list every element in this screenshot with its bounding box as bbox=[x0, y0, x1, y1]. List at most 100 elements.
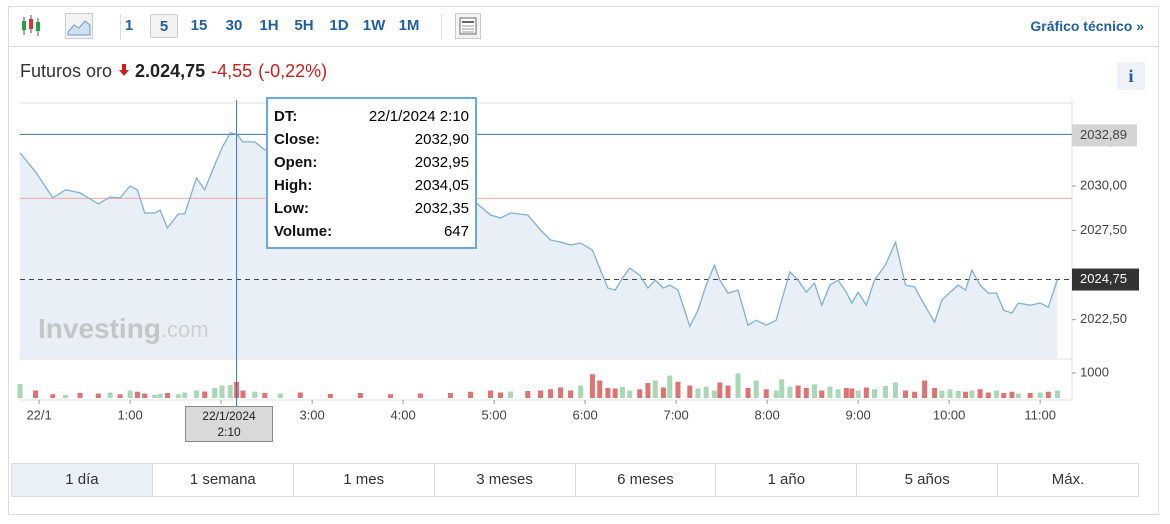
volume-bar bbox=[447, 393, 453, 398]
y-tick-label: 2027,50 bbox=[1080, 222, 1127, 237]
volume-bar bbox=[902, 390, 908, 398]
x-tick-label: 3:00 bbox=[299, 407, 324, 422]
volume-bar bbox=[787, 386, 793, 398]
watermark-domain: .com bbox=[161, 317, 209, 342]
separator bbox=[441, 14, 442, 40]
volume-bar bbox=[803, 388, 809, 398]
volume-bar bbox=[912, 391, 918, 398]
volume-bar bbox=[779, 379, 785, 398]
volume-bar bbox=[157, 394, 163, 398]
interval-button[interactable]: 5 bbox=[150, 14, 178, 38]
volume-bar bbox=[327, 394, 333, 398]
interval-button[interactable]: 15 bbox=[190, 17, 208, 34]
tooltip-label: High: bbox=[274, 177, 313, 194]
x-tick-label: 7:00 bbox=[663, 407, 688, 422]
volume-bar bbox=[922, 380, 928, 398]
interval-button[interactable]: 30 bbox=[225, 17, 243, 34]
interval-button[interactable]: 5H bbox=[294, 17, 314, 34]
instrument-name: Futuros oro bbox=[20, 61, 113, 81]
volume-bar bbox=[675, 381, 681, 398]
interval-button[interactable]: 1M bbox=[398, 17, 420, 34]
volume-bar bbox=[687, 385, 693, 398]
tooltip-row: Close: 2032,90 bbox=[274, 128, 469, 151]
candles-button[interactable] bbox=[17, 11, 47, 41]
tooltip-row: Open: 2032,95 bbox=[274, 151, 469, 174]
volume-bar bbox=[164, 393, 170, 398]
tooltip-row: Low: 2032,35 bbox=[274, 197, 469, 220]
change: -4,55 bbox=[211, 61, 253, 81]
tooltip-value: 2032,95 bbox=[414, 154, 469, 171]
range-tab[interactable]: Máx. bbox=[997, 464, 1138, 496]
down-arrow bbox=[119, 64, 130, 76]
y-tick-label: 2022,50 bbox=[1080, 311, 1127, 326]
x-tick-label: 6:00 bbox=[572, 407, 597, 422]
range-tab[interactable]: 1 semana bbox=[151, 464, 293, 496]
volume-bar bbox=[605, 388, 611, 398]
volume-bar bbox=[863, 387, 869, 398]
volume-bar bbox=[1045, 391, 1051, 398]
volume-bar bbox=[277, 393, 283, 398]
volume-bar bbox=[357, 393, 363, 398]
volume-bar bbox=[855, 390, 861, 398]
volume-bar bbox=[1001, 393, 1007, 398]
volume-tick-label: 1000 bbox=[1080, 364, 1109, 379]
volume-bar bbox=[95, 393, 101, 398]
range-tab[interactable]: 1 año bbox=[715, 464, 856, 496]
volume-bar bbox=[50, 394, 56, 398]
range-tab[interactable]: 5 años bbox=[856, 464, 997, 496]
volume-bar bbox=[297, 392, 303, 398]
volume-bar bbox=[627, 390, 633, 398]
technical-chart-link[interactable]: Gráfico técnico » bbox=[1030, 18, 1144, 34]
volume-bar bbox=[745, 388, 751, 398]
interval-button[interactable]: 1W bbox=[362, 17, 386, 34]
volume-bar bbox=[827, 386, 833, 398]
volume-bar bbox=[725, 385, 731, 398]
volume-bar bbox=[932, 388, 938, 398]
volume-bar bbox=[262, 393, 268, 398]
tooltip-label: Volume: bbox=[274, 223, 333, 240]
tooltip-value: 2032,90 bbox=[414, 131, 469, 148]
interval-button[interactable]: 1 bbox=[124, 17, 134, 34]
tooltip-label: DT: bbox=[274, 108, 298, 125]
volume-bar bbox=[645, 383, 651, 398]
volume-bar bbox=[142, 393, 148, 398]
volume-bar bbox=[849, 388, 855, 398]
volume-bar bbox=[77, 393, 83, 398]
crosshair-y-label-box bbox=[1072, 124, 1137, 147]
volume-bar bbox=[182, 392, 188, 398]
info-button[interactable]: i bbox=[1117, 62, 1145, 90]
x-tick-label: 11:00 bbox=[1024, 407, 1056, 422]
range-tab[interactable]: 1 día bbox=[12, 464, 152, 496]
range-tab[interactable]: 1 mes bbox=[292, 464, 434, 496]
volume-bar bbox=[947, 389, 953, 398]
volume-bar bbox=[1009, 391, 1015, 398]
range-tab[interactable]: 3 meses bbox=[433, 464, 575, 496]
volume-bar bbox=[548, 389, 554, 398]
area-button[interactable] bbox=[65, 13, 93, 39]
volume-bar bbox=[977, 389, 983, 398]
volume-bar bbox=[107, 392, 113, 398]
interval-button[interactable]: 1D bbox=[329, 17, 349, 34]
volume-bar bbox=[955, 391, 961, 398]
volume-bar bbox=[637, 389, 643, 398]
volume-bar bbox=[753, 380, 759, 398]
volume-bar bbox=[538, 390, 544, 398]
last-price-label: 2024,75 bbox=[1080, 271, 1127, 286]
tooltip-label: Close: bbox=[274, 131, 320, 148]
table-button[interactable] bbox=[455, 13, 481, 39]
volume-bar bbox=[467, 391, 473, 398]
range-tab[interactable]: 6 meses bbox=[574, 464, 716, 496]
volume-bar bbox=[240, 390, 246, 398]
toolbar: Gráfico técnico » 1 5 15 30 1H 5H 1D 1W 1M bbox=[9, 7, 1158, 47]
interval-button[interactable]: 1H bbox=[259, 17, 279, 34]
volume-bar bbox=[17, 384, 23, 398]
volume-bar bbox=[63, 395, 69, 398]
volume-bar bbox=[843, 388, 849, 398]
volume-bar bbox=[578, 385, 584, 398]
volume-bar bbox=[152, 395, 158, 398]
crosshair-x-label: 22/1/2024 2:10 bbox=[185, 406, 273, 442]
volume-bar bbox=[497, 392, 503, 398]
volume-bar bbox=[763, 389, 769, 398]
x-tick-label: 1:00 bbox=[117, 407, 142, 422]
x-tick-label: 5:00 bbox=[481, 407, 506, 422]
